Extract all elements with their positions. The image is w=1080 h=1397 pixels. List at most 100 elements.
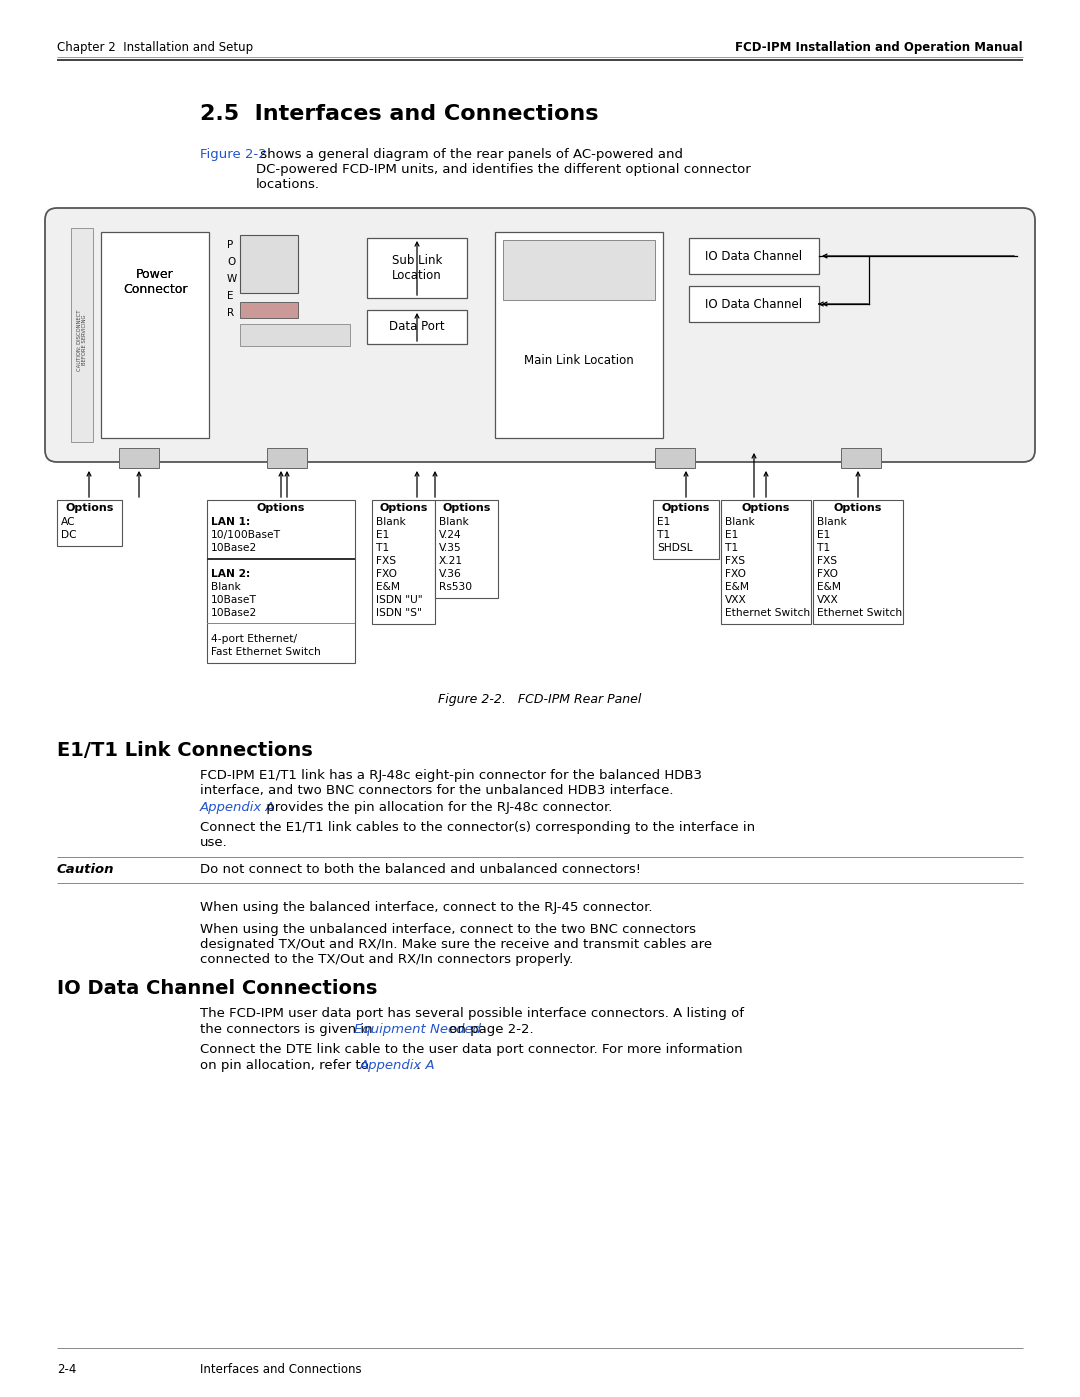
Text: V.35: V.35 (438, 543, 461, 553)
Text: E1: E1 (657, 517, 671, 527)
Text: ISDN "S": ISDN "S" (376, 608, 422, 617)
Text: The FCD-IPM user data port has several possible interface connectors. A listing : The FCD-IPM user data port has several p… (200, 1007, 744, 1020)
Text: Blank: Blank (376, 517, 406, 527)
Bar (207, 500, 355, 664)
Bar (653, 500, 719, 559)
Text: Connect the E1/T1 link cables to the connector(s) corresponding to the interface: Connect the E1/T1 link cables to the con… (200, 821, 755, 849)
Text: IO Data Channel Connections: IO Data Channel Connections (57, 979, 377, 997)
Text: T1: T1 (816, 543, 831, 553)
Text: V.36: V.36 (438, 569, 462, 578)
Bar (367, 310, 467, 344)
Text: E1/T1 Link Connections: E1/T1 Link Connections (57, 740, 313, 760)
Text: 2.5  Interfaces and Connections: 2.5 Interfaces and Connections (200, 103, 598, 124)
Text: FCD-IPM E1/T1 link has a RJ-48c eight-pin connector for the balanced HDB3
interf: FCD-IPM E1/T1 link has a RJ-48c eight-pi… (200, 768, 702, 798)
Text: Power
Connector: Power Connector (123, 268, 187, 296)
Bar (841, 448, 881, 468)
Text: Blank: Blank (816, 517, 847, 527)
Text: Do not connect to both the balanced and unbalanced connectors!: Do not connect to both the balanced and … (200, 863, 642, 876)
Bar (207, 557, 355, 560)
Text: T1: T1 (657, 529, 671, 541)
Text: DC: DC (60, 529, 77, 541)
Text: Ethernet Switch: Ethernet Switch (725, 608, 810, 617)
Bar (367, 237, 467, 298)
Bar (495, 232, 663, 439)
Text: Fast Ethernet Switch: Fast Ethernet Switch (211, 647, 321, 657)
Text: CAUTION: DISCONNECT
BEFORE SERVICING: CAUTION: DISCONNECT BEFORE SERVICING (77, 309, 87, 370)
Bar (57, 500, 122, 546)
Text: E1: E1 (816, 529, 831, 541)
Text: ISDN "U": ISDN "U" (376, 595, 422, 605)
Text: Sub Link
Location: Sub Link Location (392, 254, 442, 282)
Text: Appendix A: Appendix A (200, 800, 275, 814)
Text: FXS: FXS (376, 556, 396, 566)
Text: R: R (227, 307, 234, 319)
Bar (119, 448, 159, 468)
Text: Options: Options (379, 503, 428, 513)
Text: Blank: Blank (438, 517, 469, 527)
Text: VXX: VXX (725, 595, 746, 605)
Text: LAN 1:: LAN 1: (211, 517, 251, 527)
Text: FXO: FXO (816, 569, 838, 578)
Text: Blank: Blank (211, 583, 241, 592)
Text: Connect the DTE link cable to the user data port connector. For more information: Connect the DTE link cable to the user d… (200, 1044, 743, 1056)
Text: 10Base2: 10Base2 (211, 608, 257, 617)
Text: E&M: E&M (725, 583, 750, 592)
Text: FXO: FXO (376, 569, 397, 578)
Text: 10/100BaseT: 10/100BaseT (211, 529, 281, 541)
Text: 10Base2: 10Base2 (211, 543, 257, 553)
Text: LAN 2:: LAN 2: (211, 569, 251, 578)
Text: Options: Options (443, 503, 490, 513)
Text: 10BaseT: 10BaseT (211, 595, 257, 605)
Text: When using the balanced interface, connect to the RJ-45 connector.: When using the balanced interface, conne… (200, 901, 652, 914)
Text: Interfaces and Connections: Interfaces and Connections (200, 1363, 362, 1376)
Text: T1: T1 (376, 543, 389, 553)
Text: Options: Options (257, 503, 306, 513)
Bar (71, 228, 93, 441)
Text: Blank: Blank (725, 517, 755, 527)
Text: Ethernet Switch: Ethernet Switch (816, 608, 902, 617)
Text: FXS: FXS (725, 556, 745, 566)
Text: Equipment Needed: Equipment Needed (354, 1023, 481, 1037)
Text: When using the unbalanced interface, connect to the two BNC connectors
designate: When using the unbalanced interface, con… (200, 923, 712, 965)
Bar (372, 500, 435, 624)
Text: VXX: VXX (816, 595, 839, 605)
Text: W: W (227, 274, 238, 284)
Text: Appendix A: Appendix A (360, 1059, 435, 1071)
Bar (689, 237, 819, 274)
Text: IO Data Channel: IO Data Channel (705, 298, 802, 310)
Bar (267, 448, 307, 468)
Text: O: O (227, 257, 235, 267)
Bar (240, 324, 350, 346)
Text: P: P (227, 240, 233, 250)
Bar (503, 240, 654, 300)
Text: .: . (416, 1059, 420, 1071)
Text: E&M: E&M (816, 583, 841, 592)
Text: Power
Connector: Power Connector (123, 268, 187, 296)
Text: on page 2-2.: on page 2-2. (445, 1023, 534, 1037)
Text: FCD-IPM Installation and Operation Manual: FCD-IPM Installation and Operation Manua… (735, 42, 1023, 54)
Text: SHDSL: SHDSL (657, 543, 692, 553)
Text: FXO: FXO (725, 569, 746, 578)
Bar (654, 448, 696, 468)
Text: E1: E1 (376, 529, 390, 541)
Bar (102, 232, 210, 439)
Bar (240, 235, 298, 293)
Text: E&M: E&M (376, 583, 400, 592)
Text: Figure 2-2: Figure 2-2 (200, 148, 267, 161)
Text: IO Data Channel: IO Data Channel (705, 250, 802, 263)
Text: E: E (227, 291, 233, 300)
Bar (721, 500, 811, 624)
Text: on pin allocation, refer to: on pin allocation, refer to (200, 1059, 373, 1071)
Text: Rs530: Rs530 (438, 583, 472, 592)
Text: Options: Options (662, 503, 711, 513)
Text: FXS: FXS (816, 556, 837, 566)
Text: Options: Options (742, 503, 791, 513)
FancyBboxPatch shape (45, 208, 1035, 462)
Text: Data Port: Data Port (389, 320, 445, 334)
Bar (435, 500, 498, 598)
Text: AC: AC (60, 517, 76, 527)
Text: Figure 2-2.   FCD-IPM Rear Panel: Figure 2-2. FCD-IPM Rear Panel (438, 693, 642, 705)
Text: T1: T1 (725, 543, 739, 553)
Text: X.21: X.21 (438, 556, 463, 566)
Text: provides the pin allocation for the RJ-48c connector.: provides the pin allocation for the RJ-4… (262, 800, 612, 814)
